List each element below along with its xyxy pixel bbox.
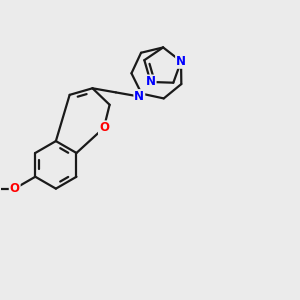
Text: N: N [134,90,144,103]
Text: N: N [176,55,186,68]
Text: O: O [99,121,109,134]
Text: N: N [146,76,156,88]
Text: O: O [10,182,20,195]
